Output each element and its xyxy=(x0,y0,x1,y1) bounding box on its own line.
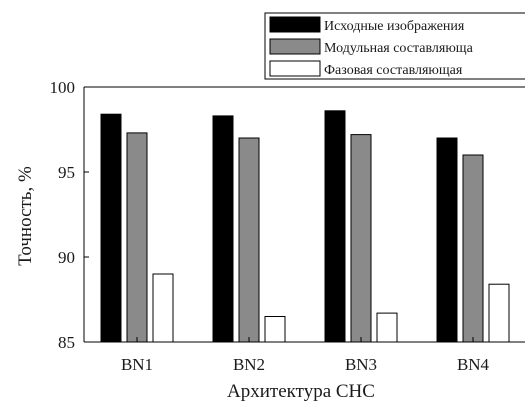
plot-area xyxy=(83,86,525,343)
y-tick-label: 85 xyxy=(58,333,75,352)
y-tick-label: 95 xyxy=(58,163,75,182)
legend-swatch-series-1 xyxy=(269,16,321,33)
legend-label-series-2: Модульная составляюща xyxy=(324,41,474,56)
ticks-group: 85 90 95 100 BN1 BN2 BN3 BN4 xyxy=(50,78,490,374)
bar-series-2-bn1 xyxy=(126,132,148,343)
bars-group xyxy=(100,110,510,343)
x-axis-title: Архитектура СНС xyxy=(227,381,375,402)
x-tick-label: BN4 xyxy=(457,355,490,374)
bar-series-2-bn4 xyxy=(462,154,484,343)
legend-swatch-series-3 xyxy=(269,60,321,77)
bar-series-3-bn1 xyxy=(152,273,174,343)
bar-series-2-bn2 xyxy=(238,137,260,343)
bar-series-1-bn4 xyxy=(436,137,458,343)
bar-series-3-bn2 xyxy=(264,316,286,343)
bar-series-2-bn3 xyxy=(350,134,372,343)
legend: Исходные изображения Модульная составляю… xyxy=(264,12,525,80)
legend-swatch-series-2 xyxy=(269,38,321,55)
legend-label-series-1: Исходные изображения xyxy=(324,19,465,34)
bar-series-1-bn2 xyxy=(212,115,234,343)
legend-label-series-3: Фазовая составляющая xyxy=(324,63,463,78)
y-tick-label: 100 xyxy=(50,78,76,97)
x-tick-label: BN1 xyxy=(121,355,153,374)
bar-series-3-bn3 xyxy=(376,312,398,343)
y-tick-label: 90 xyxy=(58,248,75,267)
x-tick-label: BN2 xyxy=(233,355,265,374)
x-tick-label: BN3 xyxy=(345,355,377,374)
bar-series-1-bn1 xyxy=(100,113,122,343)
bar-series-1-bn3 xyxy=(324,110,346,343)
bar-series-3-bn4 xyxy=(488,283,510,343)
y-axis-title: Точность, % xyxy=(15,166,36,266)
